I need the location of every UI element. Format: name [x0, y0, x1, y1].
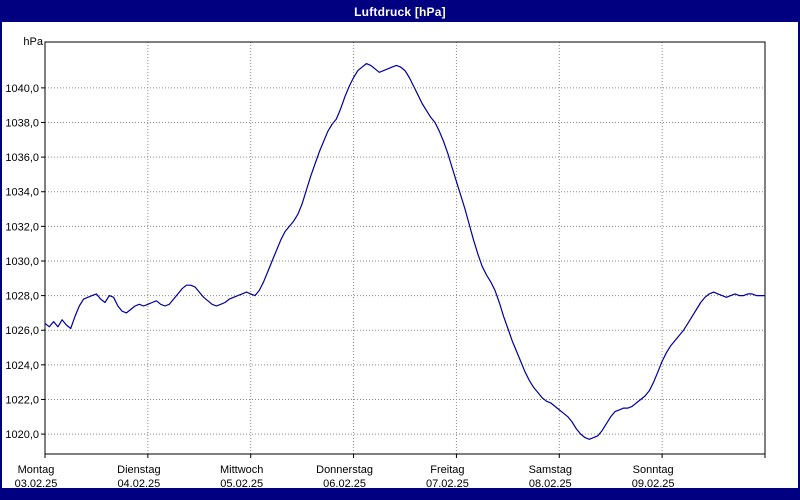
x-day-label: Mittwoch	[220, 464, 263, 476]
plot-border	[44, 41, 766, 455]
y-tick-label: 1038,0	[5, 117, 39, 129]
y-tick-label: 1028,0	[5, 291, 39, 303]
chart-title: Luftdruck [hPa]	[354, 5, 446, 19]
y-axis-unit-label: hPa	[23, 36, 43, 48]
y-tick-label: 1022,0	[5, 394, 39, 406]
y-tick-label: 1036,0	[5, 152, 39, 164]
x-day-label: Dienstag	[117, 464, 160, 476]
chart-area: hPa 1020,0 1022,0 1024,0 1026,0 1028,0 1030,0…	[2, 22, 798, 490]
y-tick-label: 1020,0	[5, 429, 39, 441]
y-tick-label: 1034,0	[5, 187, 39, 199]
x-date-label: 07.02.25	[426, 478, 469, 488]
y-tick-label: 1040,0	[5, 83, 39, 95]
x-day-label: Freitag	[430, 464, 464, 476]
bottom-strip	[2, 488, 798, 498]
x-day-label: Samstag	[529, 464, 572, 476]
x-day-label: Sonntag	[633, 464, 674, 476]
x-day-label: Donnerstag	[316, 464, 373, 476]
y-tick-label: 1024,0	[5, 360, 39, 372]
chart-svg: 1020,0 1022,0 1024,0 1026,0 1028,0 1030,0 1032…	[5, 41, 766, 490]
x-date-label: 05.02.25	[220, 478, 263, 488]
y-tick-label: 1032,0	[5, 221, 39, 233]
title-bar: Luftdruck [hPa]	[2, 2, 798, 22]
x-date-label: 08.02.25	[529, 478, 572, 488]
x-date-label: 04.02.25	[117, 478, 160, 488]
x-date-label: 03.02.25	[15, 478, 58, 488]
x-date-label: 06.02.25	[323, 478, 366, 488]
pressure-line	[44, 62, 766, 440]
x-date-label: 09.02.25	[632, 478, 675, 488]
x-day-label: Montag	[18, 464, 55, 476]
y-tick-label: 1026,0	[5, 325, 39, 337]
y-tick-label: 1030,0	[5, 256, 39, 268]
